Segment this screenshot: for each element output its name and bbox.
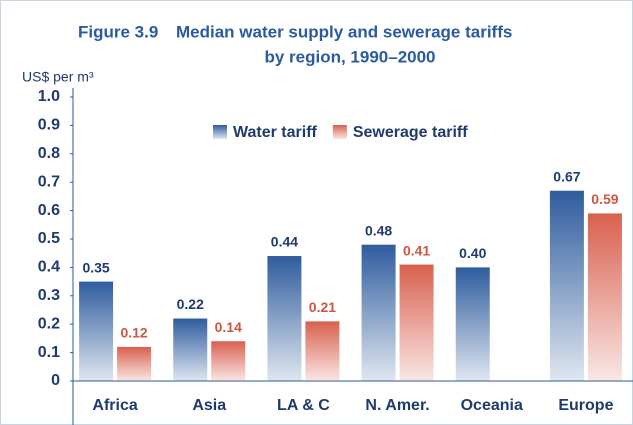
x-tick-label: N. Amer.: [365, 397, 429, 414]
y-tick-label: 0.7: [38, 173, 60, 190]
data-label: 0.59: [591, 191, 618, 207]
y-tick-label: 0.6: [38, 202, 60, 219]
legend-label: Water tariff: [233, 124, 318, 141]
x-tick-label: Asia: [192, 397, 226, 414]
bar: [211, 341, 246, 381]
y-tick-label: 0.4: [38, 259, 60, 276]
y-tick-label: 0.9: [38, 117, 60, 134]
x-tick-label: LA & C: [277, 397, 330, 414]
bar: [549, 190, 584, 381]
bar: [267, 256, 302, 381]
bar: [587, 213, 622, 381]
data-label: 0.48: [365, 222, 392, 238]
legend-label: Sewerage tariff: [353, 124, 468, 141]
data-label: 0.67: [553, 168, 580, 184]
bar: [79, 281, 114, 381]
bar: [305, 321, 340, 381]
bar: [361, 244, 396, 381]
bar: [455, 267, 490, 381]
data-label: 0.44: [271, 234, 298, 250]
data-label: 0.14: [215, 319, 242, 335]
y-tick-label: 0.2: [38, 315, 60, 332]
data-label: 0.41: [403, 242, 430, 258]
legend-swatch: [332, 125, 347, 139]
bar: [173, 318, 208, 381]
y-tick-label: 0.3: [38, 287, 60, 304]
y-tick-label: 1.0: [38, 88, 60, 105]
y-tick-label: 0: [51, 372, 60, 389]
y-tick-label: 0.8: [38, 145, 60, 162]
legend-swatch: [213, 125, 227, 139]
data-label: 0.40: [459, 245, 486, 261]
y-axis-label: US$ per m³: [22, 69, 94, 85]
bar: [399, 264, 434, 381]
x-tick-label: Europe: [558, 397, 613, 414]
data-label: 0.22: [177, 296, 204, 312]
y-tick-label: 0.1: [38, 344, 60, 361]
bar: [117, 346, 152, 381]
data-label: 0.35: [82, 259, 109, 275]
data-label: 0.12: [120, 325, 147, 341]
chart-title: Median water supply and sewerage tariffs: [176, 22, 512, 41]
chart-title: by region, 1990–2000: [264, 47, 435, 66]
data-label: 0.21: [309, 299, 336, 315]
x-tick-label: Oceania: [461, 397, 523, 414]
y-tick-label: 0.5: [38, 230, 60, 247]
x-tick-label: Africa: [92, 397, 137, 414]
figure-label: Figure 3.9: [78, 22, 158, 41]
